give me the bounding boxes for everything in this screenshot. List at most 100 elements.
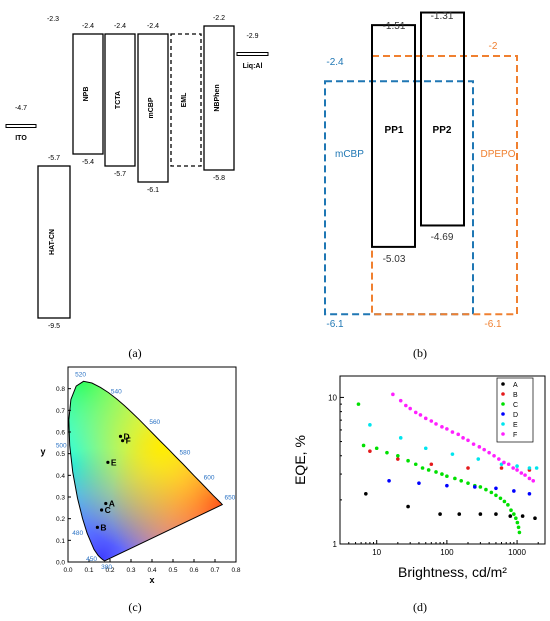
- data-point-f: [497, 457, 501, 461]
- level-label-mcbp-top: -2.4: [326, 57, 344, 68]
- level-label-nbphen-bottom: -5.8: [213, 175, 225, 182]
- level-label-tcta-bottom: -5.7: [114, 171, 126, 178]
- wavelength-label-450: 450: [86, 556, 97, 563]
- level-label-liq-al: -2.9: [246, 33, 258, 40]
- data-point-f: [445, 427, 449, 431]
- cie-point-f: [121, 439, 125, 443]
- legend-marker-a: [501, 382, 505, 386]
- wavelength-label-560: 560: [149, 419, 160, 426]
- data-point-f: [511, 466, 515, 470]
- x-tick-label: 100: [440, 548, 454, 557]
- data-point-f: [450, 430, 455, 434]
- legend-marker-f: [501, 432, 505, 436]
- data-point-f: [456, 432, 461, 437]
- cie-point-a: [104, 501, 108, 506]
- data-point-c: [514, 516, 518, 520]
- caption-d: (d): [413, 600, 427, 614]
- cie-point-b: [95, 525, 99, 529]
- legend-marker-b: [501, 392, 505, 396]
- data-point-b: [429, 462, 434, 467]
- data-point-c: [478, 485, 483, 489]
- data-point-e: [476, 457, 481, 461]
- data-point-f: [440, 425, 444, 429]
- spectral-locus-outline: [68, 380, 224, 562]
- x-tick-label: 10: [372, 548, 381, 557]
- layer-box-mcbp: [137, 33, 169, 183]
- data-point-f: [482, 447, 486, 452]
- data-point-f: [502, 460, 506, 465]
- level-label-mcbp-bottom: -6.1: [147, 187, 159, 194]
- layer-box-eml: [170, 33, 202, 167]
- data-point-a: [406, 504, 410, 509]
- wavelength-label-380: 380: [101, 564, 112, 571]
- layer-name-pp2: PP2: [433, 125, 452, 136]
- data-point-f: [461, 436, 465, 440]
- data-point-c: [406, 458, 410, 463]
- data-point-d: [387, 478, 391, 483]
- x-axis-label: x: [149, 575, 154, 585]
- x-tick-label: 0.4: [147, 567, 156, 574]
- data-point-f: [506, 462, 511, 467]
- data-point-a: [364, 492, 368, 496]
- level-box-dpepo: [371, 55, 518, 316]
- layer-box-npb: [72, 33, 104, 155]
- level-label-pp2-bottom: -4.69: [431, 232, 454, 243]
- level-label-hat-cn-bottom: -9.5: [48, 323, 60, 330]
- data-point-e: [527, 466, 532, 470]
- data-point-c: [484, 487, 488, 492]
- data-point-c: [434, 470, 438, 474]
- data-point-c: [445, 474, 449, 479]
- x-tick-label: 0.8: [231, 567, 240, 574]
- data-point-c: [453, 476, 457, 481]
- legend-label-a: A: [513, 382, 518, 389]
- data-point-f: [418, 413, 423, 417]
- y-tick-label: 0.8: [56, 386, 65, 393]
- data-point-c: [498, 496, 503, 501]
- data-point-f: [515, 468, 519, 472]
- x-axis-label: Brightness, cd/m²: [398, 564, 507, 580]
- wavelength-label-600: 600: [204, 474, 215, 481]
- data-point-f: [434, 422, 438, 426]
- data-point-f: [408, 406, 412, 411]
- layer-name-npb: NPB: [83, 87, 90, 102]
- data-point-a: [494, 512, 498, 516]
- data-point-c: [489, 490, 494, 495]
- data-point-b: [499, 466, 504, 470]
- layer-box-tcta: [104, 33, 136, 167]
- data-point-b: [396, 457, 400, 461]
- legend-label-f: F: [513, 432, 517, 439]
- legend-box: [496, 377, 534, 443]
- level-label-dpepo-top: -2: [489, 41, 498, 52]
- y-axis-label: EQE, %: [292, 435, 308, 485]
- data-point-e: [515, 464, 519, 468]
- y-tick-label: 0.5: [56, 451, 65, 458]
- data-point-f: [471, 442, 476, 446]
- cie-point-label-b: B: [100, 522, 106, 532]
- y-tick-label: 1: [333, 540, 338, 549]
- x-tick-label: 0.5: [168, 567, 177, 574]
- x-tick-label: 0.2: [105, 567, 114, 574]
- data-point-c: [396, 453, 400, 458]
- data-point-c: [361, 443, 366, 448]
- eqe-chart-d: 10 100 1000 1 10 Brightness, cd/m² EQE, % ABCDE…: [292, 375, 546, 580]
- cie-color-fill: [68, 381, 223, 561]
- data-point-f: [413, 410, 418, 415]
- layer-name-hat-cn: HAT-CN: [49, 229, 56, 255]
- data-point-d: [527, 492, 532, 496]
- level-label-hat-cn-top: -5.7: [48, 155, 60, 162]
- data-point-c: [509, 508, 513, 513]
- data-point-c: [515, 520, 520, 525]
- energy-diagram-a: -4.7 ITO HAT-CN -5.7 -9.5 NPB -2.4 -5.4 TCTA -2.4…: [5, 15, 269, 330]
- data-point-c: [356, 402, 361, 406]
- y-tick-label: 0.3: [56, 495, 65, 502]
- data-point-f: [404, 403, 408, 408]
- data-point-c: [385, 450, 389, 455]
- data-point-e: [368, 423, 372, 427]
- data-point-a: [438, 512, 442, 516]
- data-point-d: [445, 483, 449, 488]
- data-point-b: [466, 466, 470, 470]
- level-box-mcbp: [324, 80, 474, 316]
- wavelength-label-520: 520: [75, 371, 86, 378]
- data-point-c: [440, 472, 444, 476]
- data-point-c: [420, 466, 425, 470]
